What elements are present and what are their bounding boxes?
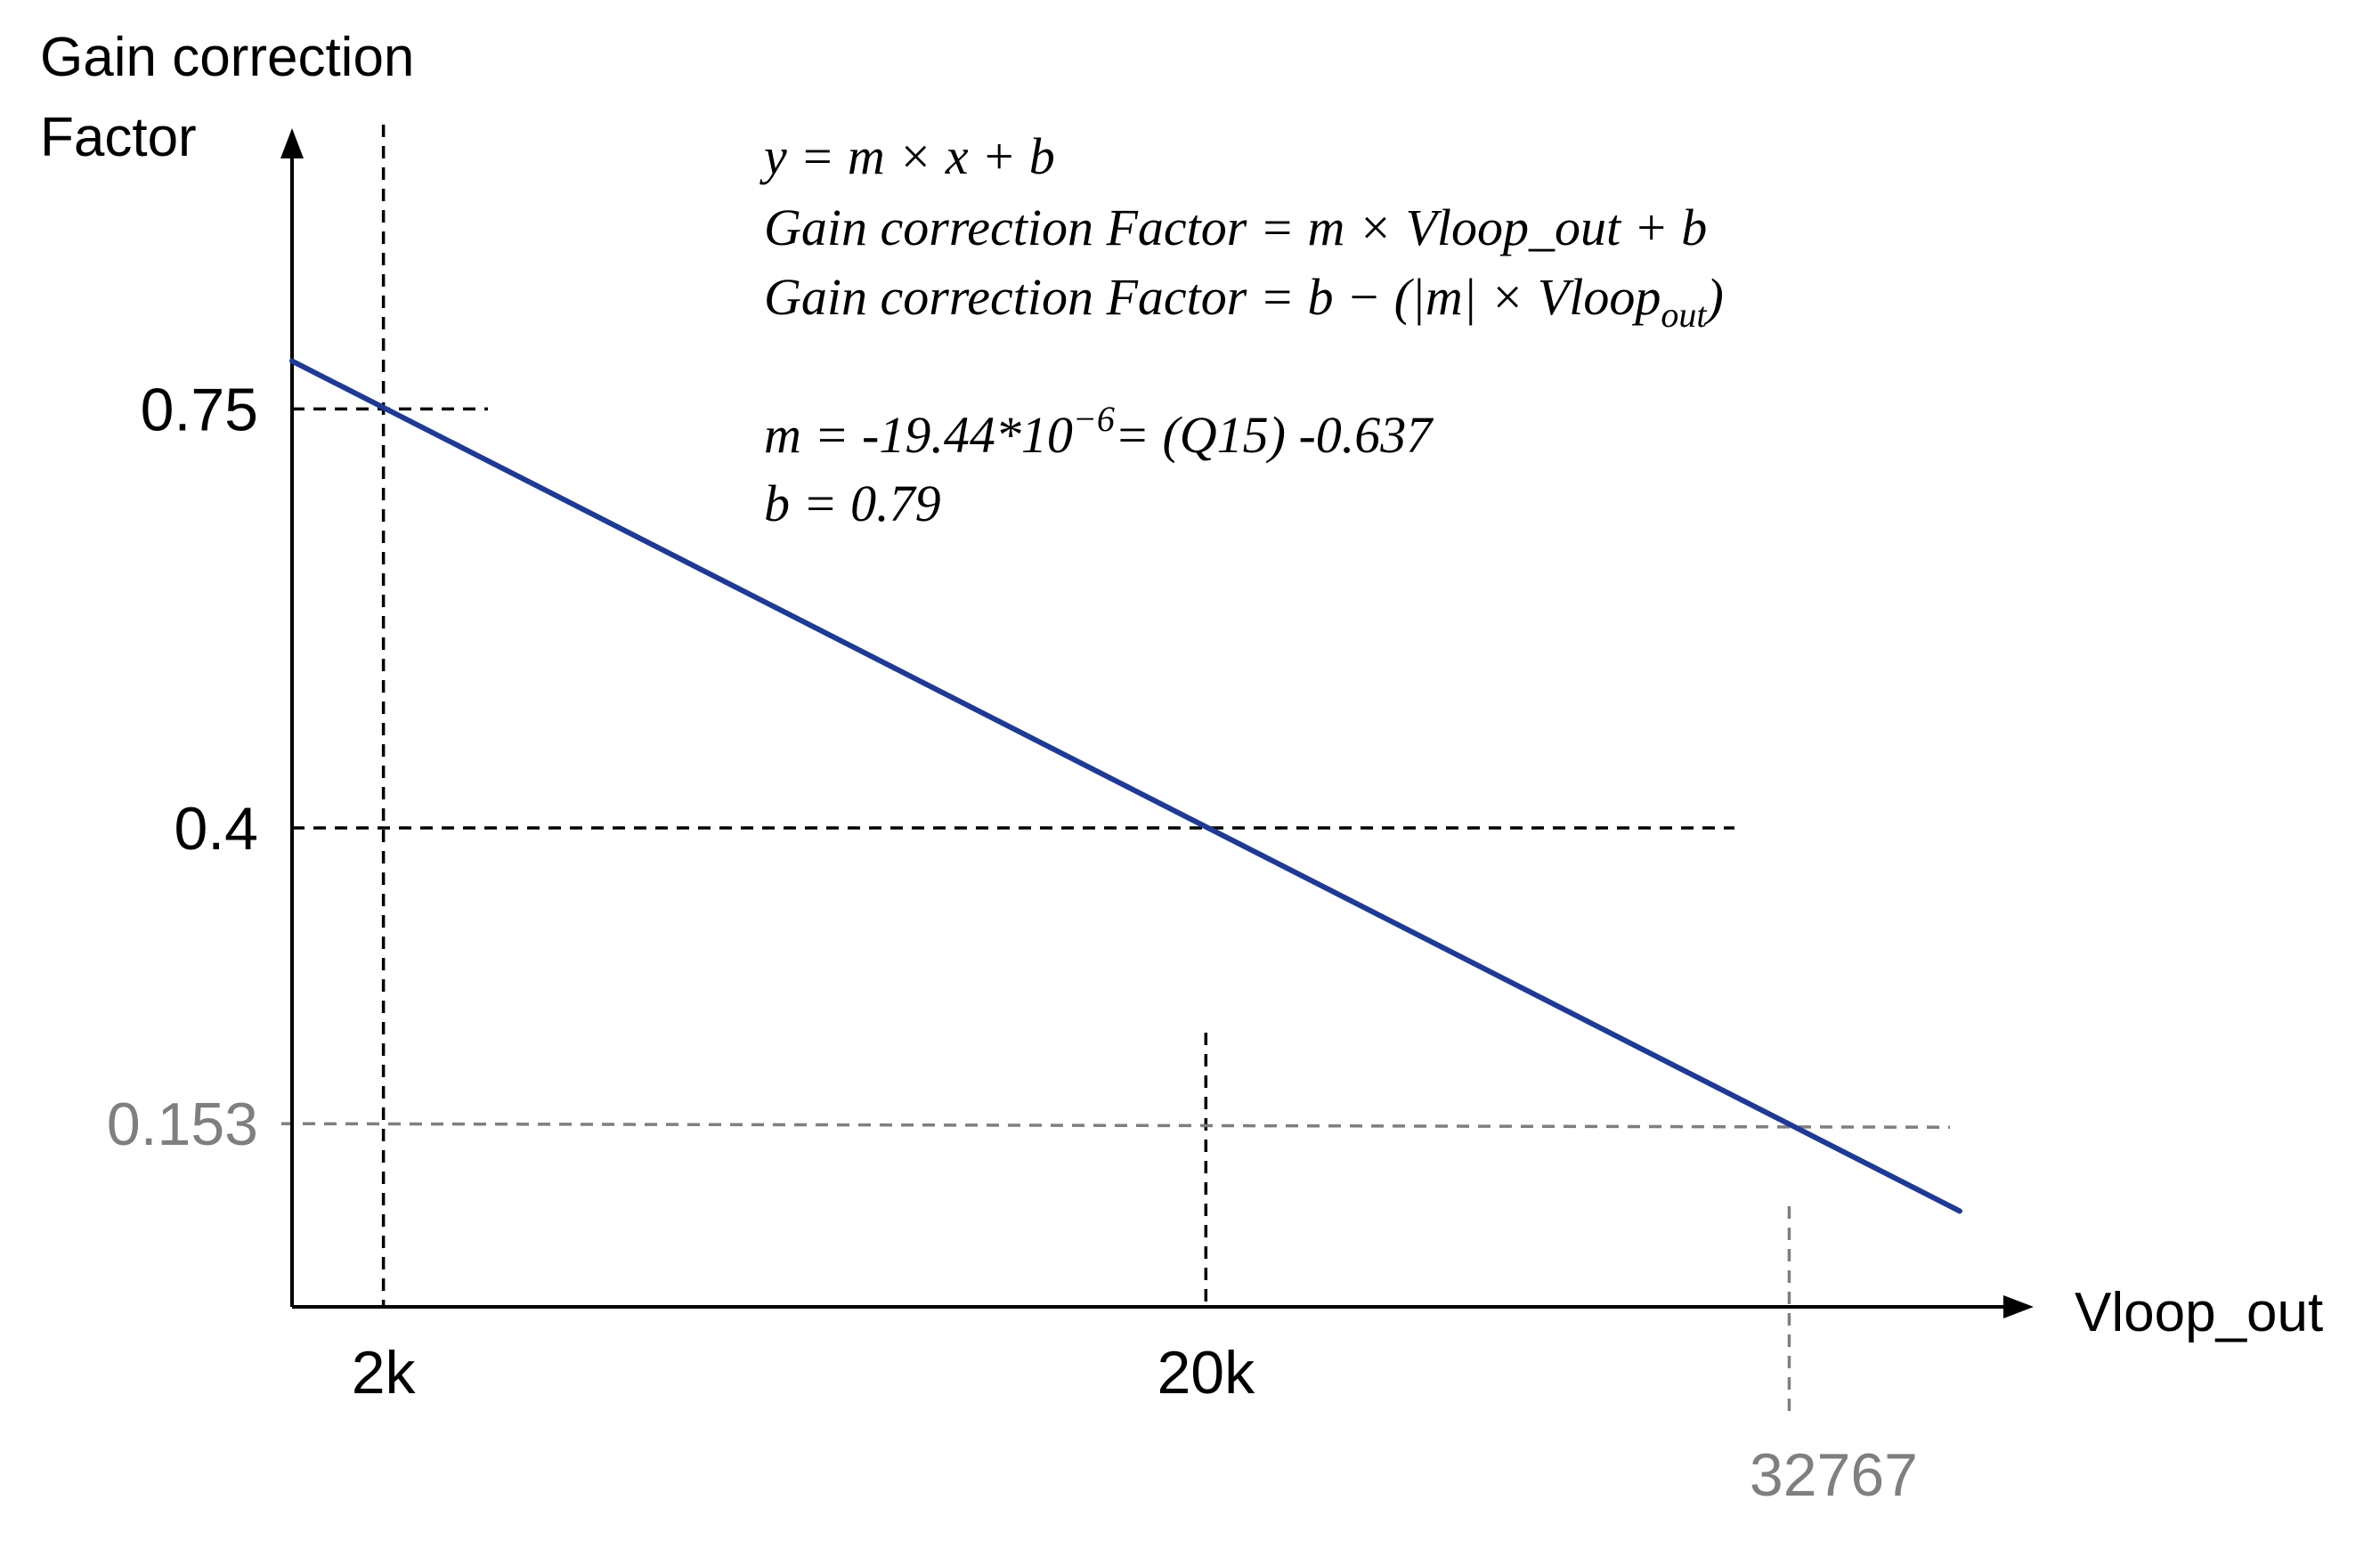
equation-line-4: m = -19.44*10−6= (Q15) -0.637 <box>764 399 1434 464</box>
equation-line-3: Gain correction Factor = b − (|m| × Vloo… <box>764 268 1724 335</box>
equation-block: y = m × x + b Gain correction Factor = m… <box>759 127 1724 532</box>
tick-labels: 2k 20k 32767 0.75 0.4 0.153 <box>107 376 1918 1509</box>
series-group <box>289 358 1963 1214</box>
equation-line-4-superscript: −6 <box>1073 399 1115 439</box>
equation-line-5: b = 0.79 <box>764 474 941 532</box>
axes <box>280 128 2034 1318</box>
x-tick-label-0: 2k <box>352 1339 417 1407</box>
equation-line-3-end: ) <box>1703 268 1723 326</box>
equation-line-3-subscript: out <box>1661 295 1707 335</box>
guide-horizontal-0.153 <box>280 1122 1951 1129</box>
equation-line-2: Gain correction Factor = m × Vloop_out +… <box>764 199 1707 256</box>
y-axis-arrow <box>280 128 304 158</box>
equation-line-1: y = m × x + b <box>759 127 1055 185</box>
y-tick-label-2: 0.153 <box>107 1091 258 1158</box>
y-axis-label-line2: Factor <box>40 107 197 168</box>
y-tick-label-0: 0.75 <box>141 376 258 443</box>
equation-line-4-main: m = -19.44*10 <box>764 406 1073 464</box>
x-axis-label: Vloop_out <box>2075 1282 2323 1343</box>
y-axis-label-line1: Gain correction <box>40 27 414 88</box>
y-tick-label-1: 0.4 <box>174 795 258 863</box>
x-tick-label-1: 20k <box>1157 1339 1255 1407</box>
series-line-0 <box>289 358 1963 1214</box>
x-axis-arrow <box>2003 1295 2034 1318</box>
equation-line-4-end: = (Q15) -0.637 <box>1115 406 1434 464</box>
equation-line-3-main: Gain correction Factor = b − (|m| × Vloo… <box>764 268 1661 326</box>
x-tick-label-2: 32767 <box>1750 1441 1918 1509</box>
